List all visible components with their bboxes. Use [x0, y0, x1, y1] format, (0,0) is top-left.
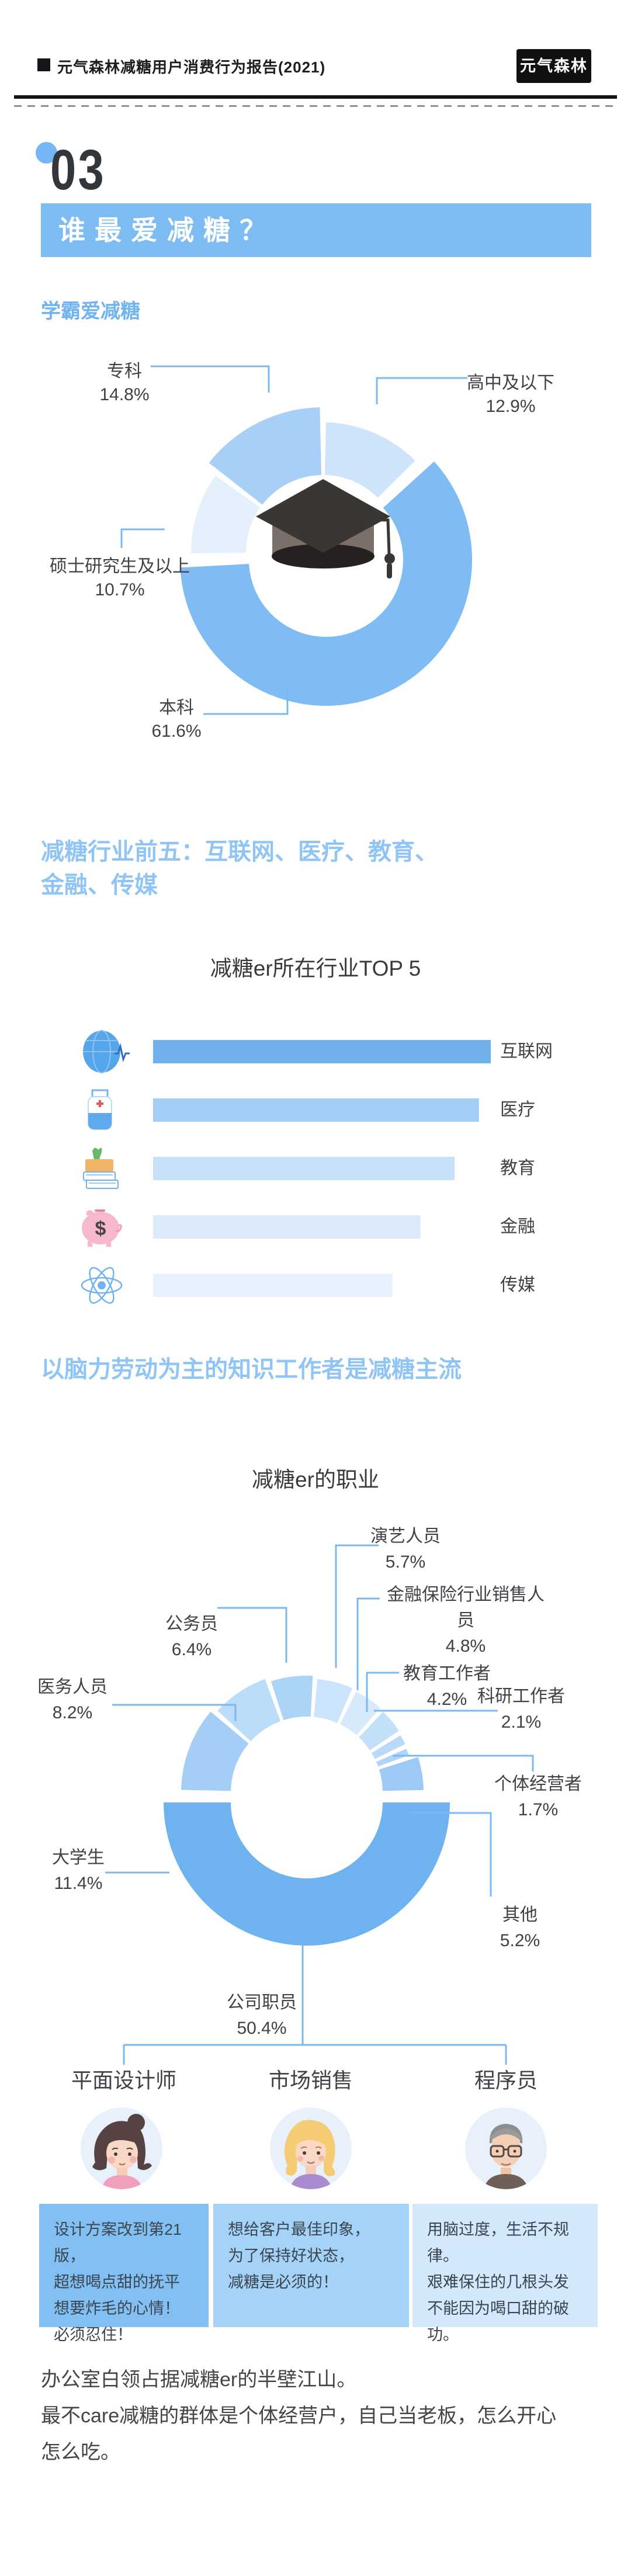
occ-petal-教育工作者: [359, 1711, 399, 1750]
svg-text:$: $: [95, 1218, 106, 1240]
occ-petal-金融保险行业销售人员: [340, 1691, 380, 1735]
edu-leader-bachelor: [203, 689, 289, 715]
occ-leader-other: [409, 1812, 492, 1897]
occ-petal-其他: [379, 1757, 424, 1791]
industry-bar-医疗: [153, 1098, 479, 1122]
occ-segment-company-staff: [164, 1802, 450, 1946]
occ-petal-大学生: [181, 1711, 249, 1791]
occ-petal-公务员: [271, 1676, 313, 1721]
edu-leader-master: [120, 528, 165, 548]
edu-leader-highschool: [376, 377, 467, 404]
occ-leader-finance: [356, 1597, 380, 1690]
industry-bar-教育: [153, 1157, 455, 1180]
occ-leader-civil: [217, 1607, 287, 1663]
globe-internet-icon: [83, 1030, 130, 1073]
atom-icon: [81, 1267, 123, 1304]
books-education-icon: [83, 1147, 119, 1189]
edu-donut-segment-硕士研究生及以上: [191, 476, 261, 553]
edu-donut-segment-专科: [209, 407, 322, 505]
occ-petal-科研工作者: [371, 1735, 405, 1759]
occ-leader-education: [366, 1672, 399, 1712]
piggy-bank-icon: $: [82, 1209, 122, 1247]
graduation-cap-icon: [256, 479, 395, 578]
occ-leader-selfemployed: [393, 1755, 534, 1771]
medicine-bottle-icon: [88, 1089, 112, 1130]
edu-donut-segment-高中及以下: [324, 422, 415, 498]
occ-petal-医务人员: [217, 1679, 281, 1742]
edu-leader-college: [151, 365, 270, 393]
industry-bar-金融: [153, 1215, 421, 1239]
occ-petal-演艺人员: [314, 1679, 353, 1723]
occ-petal-个体经营者: [376, 1748, 409, 1767]
industry-bar-互联网: [153, 1040, 491, 1063]
occ-leader-medical: [112, 1704, 237, 1721]
edu-donut-segment-本科: [180, 461, 472, 706]
industry-bar-传媒: [153, 1274, 393, 1297]
occ-leader-performer: [335, 1544, 379, 1668]
